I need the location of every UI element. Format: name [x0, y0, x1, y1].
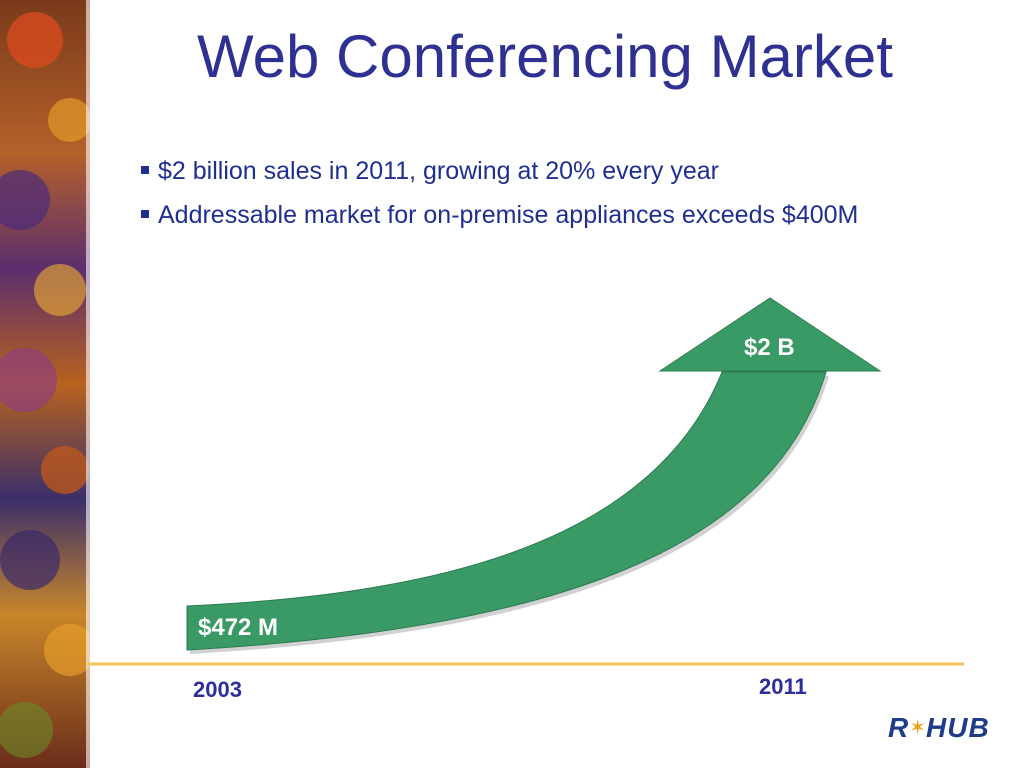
bullet-item: $2 billion sales in 2011, growing at 20%… [140, 155, 1000, 199]
growth-arrow-head [658, 297, 882, 372]
bullet-text: Addressable market for on-premise applia… [158, 201, 859, 229]
bullet-list: $2 billion sales in 2011, growing at 20%… [140, 155, 1000, 243]
slide-title: Web Conferencing Market [197, 23, 893, 90]
x-tick-2003: 2003 [193, 677, 242, 702]
logo-text-right: HUB [926, 712, 990, 743]
square-bullet-icon [141, 166, 149, 174]
logo-text-left: R [888, 712, 910, 743]
growth-arrow-body [186, 371, 827, 651]
x-tick-2011: 2011 [759, 674, 807, 699]
data-label-2003: $472 M [198, 614, 279, 641]
bullet-text: $2 billion sales in 2011, growing at 20%… [158, 157, 719, 185]
decorative-side-strip [0, 0, 90, 768]
square-bullet-icon [141, 210, 149, 218]
star-icon: ✶ [909, 717, 926, 739]
rhub-logo: R✶HUB [888, 712, 998, 748]
bullet-item: Addressable market for on-premise applia… [140, 199, 1000, 243]
data-label-2011: $2 B [744, 334, 795, 361]
